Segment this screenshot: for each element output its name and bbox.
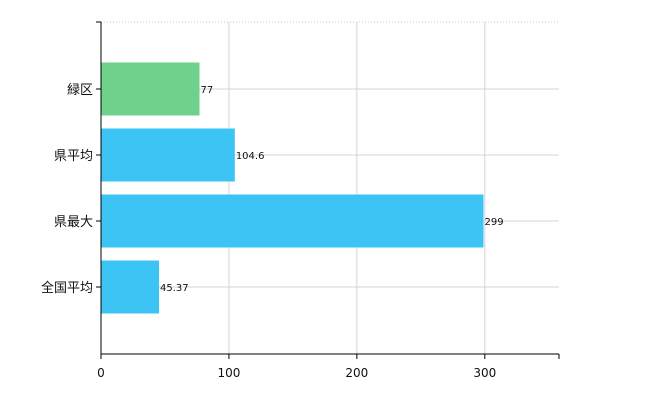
x-tick-label: 100 (217, 366, 240, 380)
bar (101, 194, 484, 248)
x-tick-label: 200 (345, 366, 368, 380)
x-tick-label: 0 (97, 366, 105, 380)
category-label: 県平均 (54, 149, 93, 164)
bar-value-label: 45.37 (160, 283, 189, 294)
bar-value-label: 299 (485, 217, 504, 228)
bar-value-label: 77 (201, 85, 214, 96)
bar-value-label: 104.6 (236, 151, 265, 162)
bars (101, 62, 484, 314)
bar (101, 260, 160, 314)
bar (101, 62, 200, 116)
category-label: 緑区 (67, 83, 93, 98)
category-label: 県最大 (54, 215, 93, 230)
category-label: 全国平均 (41, 280, 93, 296)
bar (101, 128, 235, 182)
axes (96, 21, 560, 359)
x-tick-label: 300 (473, 366, 496, 380)
